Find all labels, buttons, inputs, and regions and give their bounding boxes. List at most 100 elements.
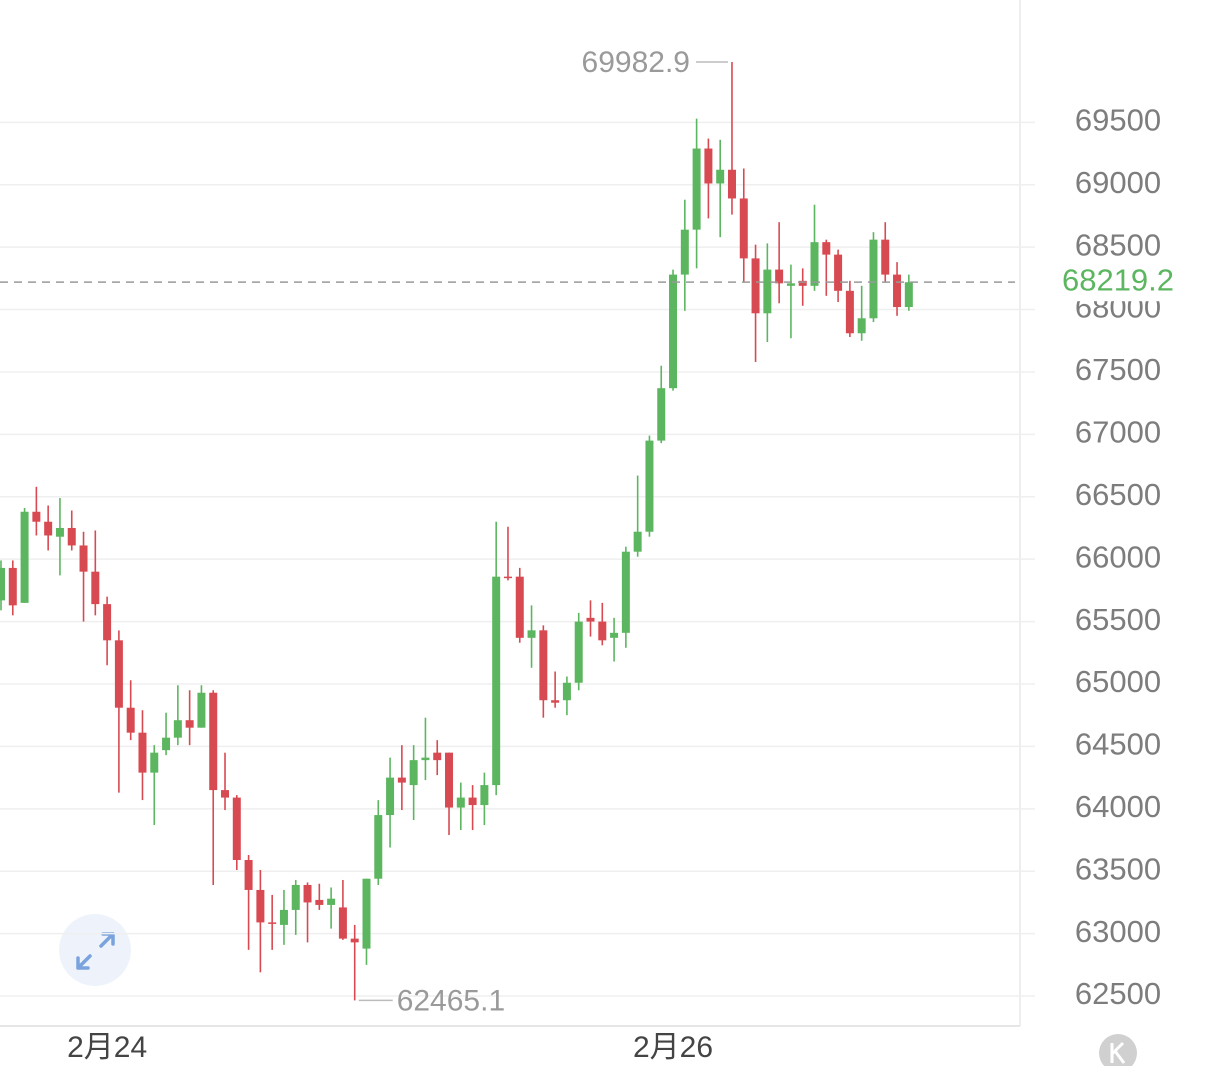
- candle-body: [20, 511, 29, 603]
- candle-body: [515, 576, 524, 638]
- candle-body: [173, 720, 182, 738]
- candle-body: [669, 274, 678, 389]
- y-tick-label: 64500: [1075, 727, 1161, 762]
- candle-body: [704, 148, 713, 184]
- candle-body: [857, 318, 866, 334]
- candle-body: [338, 907, 347, 939]
- y-tick-label: 67000: [1075, 415, 1161, 450]
- candle-body: [845, 290, 854, 334]
- y-tick-label: 68500: [1075, 227, 1161, 262]
- high-label: 69982.9: [582, 46, 690, 79]
- candle-body: [268, 922, 277, 924]
- candle-body: [8, 567, 17, 606]
- y-tick-label: 63000: [1075, 914, 1161, 949]
- candle-body: [185, 720, 194, 728]
- candle-body: [256, 889, 265, 923]
- candle-body: [55, 527, 64, 537]
- candle-body: [527, 630, 536, 638]
- candle-body: [539, 630, 548, 701]
- candle-body: [645, 440, 654, 532]
- candle-body: [91, 571, 100, 605]
- candle-body: [103, 604, 112, 641]
- candle-body: [67, 527, 76, 546]
- candle-body: [0, 567, 5, 601]
- candle-body: [221, 790, 230, 798]
- candle-body: [480, 785, 489, 806]
- candle-body: [834, 254, 843, 291]
- candle-body: [763, 269, 772, 314]
- candle-body: [138, 732, 147, 773]
- candle-body: [727, 169, 736, 199]
- candle-body: [869, 239, 878, 319]
- candle-body: [209, 692, 218, 791]
- candle-body: [503, 576, 512, 579]
- y-tick-label: 69000: [1075, 165, 1161, 200]
- candle-body: [32, 511, 41, 522]
- candle-body: [574, 621, 583, 683]
- candle-body: [303, 884, 312, 903]
- expand-button-bg: [59, 914, 131, 986]
- candle-body: [350, 938, 359, 943]
- candle-body: [881, 239, 890, 275]
- candle-body: [598, 621, 607, 641]
- candle-body: [610, 632, 619, 638]
- candle-body: [386, 777, 395, 816]
- candle-body: [232, 797, 241, 860]
- candle-body: [279, 909, 288, 925]
- candle-body: [327, 898, 336, 905]
- candle-body: [633, 531, 642, 552]
- y-tick-label: 69500: [1075, 103, 1161, 138]
- candle-body: [822, 242, 831, 255]
- x-tick-label: 2月24: [67, 1031, 147, 1064]
- candle-body: [197, 692, 206, 728]
- candle-body: [657, 388, 666, 441]
- last-price-label: 68219.2: [1062, 262, 1174, 297]
- candle-body: [162, 737, 171, 751]
- expand-icon: [76, 932, 115, 970]
- candle-body: [409, 760, 418, 786]
- candle-body: [79, 545, 88, 572]
- candle-body: [798, 280, 807, 286]
- candle-body: [291, 884, 300, 910]
- candle-body: [114, 640, 123, 708]
- candle-body: [445, 752, 454, 808]
- candle-body: [716, 169, 725, 184]
- candle-body: [786, 283, 795, 286]
- expand-button[interactable]: [59, 914, 131, 986]
- candle-body: [456, 797, 465, 808]
- candle-body: [44, 521, 53, 536]
- candle-body: [126, 707, 135, 733]
- candle-body: [775, 269, 784, 284]
- y-tick-label: 66500: [1075, 477, 1161, 512]
- candle-body: [739, 198, 748, 259]
- candle-body: [692, 148, 701, 230]
- y-tick-label: 64000: [1075, 789, 1161, 824]
- candle-body: [621, 551, 630, 633]
- candle-body: [680, 229, 689, 275]
- candle-body: [468, 797, 477, 806]
- candle-body: [562, 682, 571, 701]
- candle-body: [421, 757, 430, 761]
- candle-body: [551, 700, 560, 703]
- candle-body: [374, 815, 383, 879]
- y-tick-label: 65500: [1075, 602, 1161, 637]
- candle-body: [904, 282, 913, 308]
- y-tick-label: 65000: [1075, 664, 1161, 699]
- candle-body: [893, 274, 902, 308]
- low-label: 62465.1: [397, 984, 505, 1017]
- candle-body: [397, 777, 406, 783]
- kline-icon: [1110, 1041, 1126, 1064]
- y-tick-label: 67500: [1075, 352, 1161, 387]
- candle-body: [150, 752, 159, 773]
- candle-body: [362, 878, 371, 949]
- kline-button[interactable]: [1099, 1034, 1137, 1066]
- candle-body: [810, 242, 819, 286]
- candle-body: [244, 859, 253, 890]
- candle-body: [433, 752, 442, 761]
- last-price-bg: [1050, 263, 1190, 302]
- candle-body: [751, 258, 760, 314]
- y-tick-label: 66000: [1075, 539, 1161, 574]
- candle-body: [492, 576, 501, 786]
